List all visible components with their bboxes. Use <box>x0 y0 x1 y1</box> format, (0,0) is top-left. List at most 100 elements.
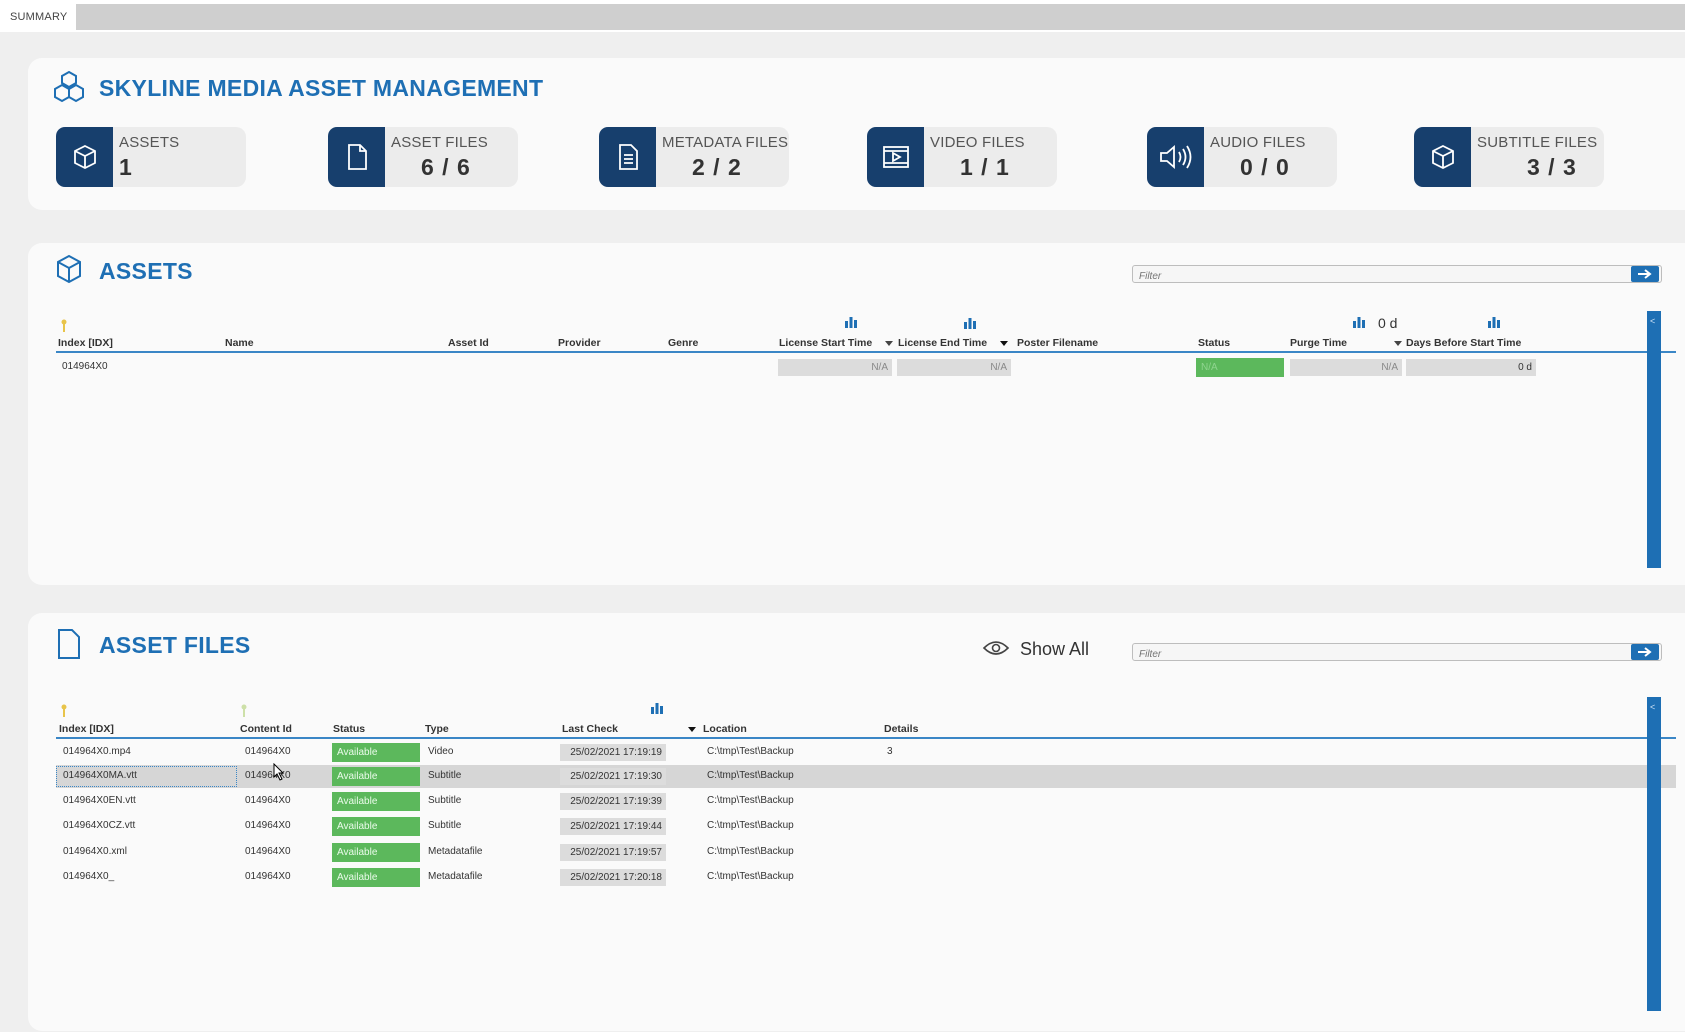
col-last-check[interactable]: Last Check <box>562 723 619 735</box>
cubes-icon <box>54 70 84 103</box>
bar-chart-icon[interactable] <box>650 702 664 714</box>
asset-files-title: ASSET FILES <box>99 632 251 658</box>
card-label: METADATA FILES <box>662 134 789 151</box>
cell-type: Metadatafile <box>428 846 483 857</box>
sort-desc-icon[interactable] <box>1000 341 1008 346</box>
cell-type: Subtitle <box>428 795 462 806</box>
chevron-left-icon: < <box>1650 702 1656 712</box>
table-row[interactable]: 014964X0.xml 014964X0 Available Metadata… <box>56 841 1676 864</box>
sort-desc-icon[interactable] <box>1394 341 1402 346</box>
file-icon <box>58 629 80 659</box>
purge-time-aggregate: 0 d <box>1378 315 1398 331</box>
cell-license-end: N/A <box>897 359 1011 376</box>
card-body: ASSET FILES 6 / 6 <box>385 127 518 187</box>
card-icon-box <box>599 127 656 187</box>
col-location[interactable]: Location <box>703 723 747 735</box>
sort-desc-icon[interactable] <box>688 727 696 732</box>
cell-purge-time: N/A <box>1290 359 1402 376</box>
col-content-id[interactable]: Content Id <box>240 723 292 735</box>
col-purge-time[interactable]: Purge Time <box>1290 337 1347 349</box>
table-row[interactable]: 014964X0_ 014964X0 Available Metadatafil… <box>56 866 1676 889</box>
cell-type: Video <box>428 746 454 757</box>
bar-chart-icon[interactable] <box>963 317 977 329</box>
card-metadata-files[interactable]: METADATA FILES 2 / 2 <box>599 127 789 187</box>
key-icon <box>61 704 67 717</box>
table-row[interactable]: 014964X0CZ.vtt 014964X0 Available Subtit… <box>56 815 1676 838</box>
assets-table-header: Index [IDX] Name Asset Id Provider Genre… <box>56 337 1676 353</box>
cell-content-id: 014964X0 <box>245 871 291 882</box>
asset-files-side-panel-toggle[interactable]: < <box>1647 697 1661 1011</box>
card-value: 1 / 1 <box>960 154 1010 180</box>
cell-status: Available <box>332 817 420 836</box>
col-poster-filename[interactable]: Poster Filename <box>1017 337 1099 349</box>
card-value: 1 <box>119 154 133 180</box>
tab-summary[interactable]: SUMMARY <box>0 4 76 32</box>
bar-chart-icon[interactable] <box>1352 316 1366 328</box>
cell-index: 014964X0 <box>62 361 108 372</box>
col-license-end[interactable]: License End Time <box>898 337 988 349</box>
asset-files-filter-go-button[interactable] <box>1631 644 1659 660</box>
col-details[interactable]: Details <box>884 723 919 735</box>
card-assets[interactable]: ASSETS 1 <box>56 127 246 187</box>
col-index[interactable]: Index [IDX] <box>58 337 113 349</box>
cell-index: 014964X0_ <box>63 871 115 882</box>
mouse-cursor-icon <box>273 763 285 781</box>
eye-icon <box>982 641 1010 655</box>
card-asset-files[interactable]: ASSET FILES 6 / 6 <box>328 127 518 187</box>
assets-panel: ASSETS 0 d Index [IDX] Name Asset Id Pro… <box>28 243 1685 585</box>
sort-desc-icon[interactable] <box>885 341 893 346</box>
cell-last-check: 25/02/2021 17:19:19 <box>560 744 666 761</box>
assets-filter-go-button[interactable] <box>1631 266 1659 282</box>
assets-filter <box>1132 265 1662 285</box>
cell-last-check: 25/02/2021 17:19:39 <box>560 793 666 810</box>
cell-location: C:\tmp\Test\Backup <box>707 846 794 857</box>
asset-files-table-header: Index [IDX] Content Id Status Type Last … <box>56 723 1676 739</box>
card-audio-files[interactable]: AUDIO FILES 0 / 0 <box>1147 127 1337 187</box>
col-type[interactable]: Type <box>425 723 449 735</box>
card-video-files[interactable]: VIDEO FILES 1 / 1 <box>867 127 1057 187</box>
col-license-start[interactable]: License Start Time <box>779 337 873 349</box>
bar-chart-icon[interactable] <box>844 316 858 328</box>
cube-icon <box>57 254 81 284</box>
card-body: SUBTITLE FILES 3 / 3 <box>1471 127 1604 187</box>
col-status[interactable]: Status <box>333 723 366 735</box>
table-row-selected[interactable]: 014964X0MA.vtt 014964X0 Available Subtit… <box>56 765 1676 788</box>
asset-files-filter-input[interactable] <box>1133 646 1623 663</box>
card-subtitle-files[interactable]: SUBTITLE FILES 3 / 3 <box>1414 127 1604 187</box>
cell-last-check: 25/02/2021 17:19:30 <box>560 768 666 785</box>
col-name[interactable]: Name <box>225 337 254 349</box>
arrow-right-icon <box>1638 647 1652 657</box>
card-body: AUDIO FILES 0 / 0 <box>1204 127 1337 187</box>
cell-content-id: 014964X0 <box>245 820 291 831</box>
chevron-left-icon: < <box>1650 316 1656 326</box>
bar-chart-icon[interactable] <box>1487 316 1501 328</box>
cell-location: C:\tmp\Test\Backup <box>707 770 794 781</box>
col-days-before-start[interactable]: Days Before Start Time <box>1406 337 1522 349</box>
key-icon <box>241 704 247 717</box>
card-value: 2 / 2 <box>692 154 742 180</box>
card-body: VIDEO FILES 1 / 1 <box>924 127 1057 187</box>
cell-index: 014964X0.mp4 <box>63 746 131 757</box>
col-genre[interactable]: Genre <box>668 337 699 349</box>
card-body: ASSETS 1 <box>113 127 246 187</box>
col-asset-id[interactable]: Asset Id <box>448 337 489 349</box>
col-provider[interactable]: Provider <box>558 337 601 349</box>
table-row[interactable]: 014964X0.mp4 014964X0 Available Video 25… <box>56 741 1676 764</box>
col-index[interactable]: Index [IDX] <box>59 723 114 735</box>
cell-location: C:\tmp\Test\Backup <box>707 746 794 757</box>
cell-location: C:\tmp\Test\Backup <box>707 795 794 806</box>
assets-filter-input[interactable] <box>1133 268 1623 285</box>
show-all-label: Show All <box>1020 639 1090 659</box>
col-status[interactable]: Status <box>1198 337 1231 349</box>
table-row[interactable]: 014964X0EN.vtt 014964X0 Available Subtit… <box>56 790 1676 813</box>
card-icon-box <box>328 127 385 187</box>
cell-status: Available <box>332 767 420 786</box>
assets-title: ASSETS <box>99 258 193 284</box>
table-row[interactable]: 014964X0 N/A N/A N/A N/A 0 d <box>56 356 1676 379</box>
assets-side-panel-toggle[interactable]: < <box>1647 311 1661 568</box>
card-icon-box <box>56 127 113 187</box>
card-icon-box <box>1414 127 1471 187</box>
cell-license-start: N/A <box>778 359 892 376</box>
cell-days-before-start: 0 d <box>1406 359 1536 376</box>
card-value: 0 / 0 <box>1240 154 1290 180</box>
